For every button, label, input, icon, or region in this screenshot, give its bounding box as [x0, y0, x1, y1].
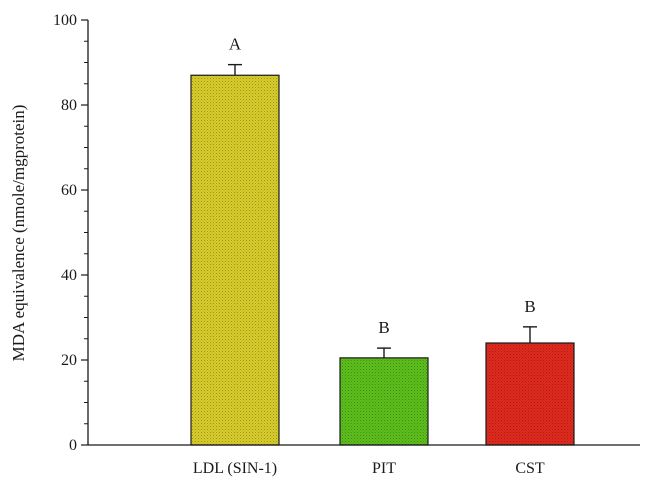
x-tick-label: CST [515, 460, 545, 477]
y-tick-label: 40 [61, 267, 77, 284]
y-tick-label: 60 [61, 182, 77, 199]
bar-texture [340, 357, 428, 445]
significance-label: B [378, 318, 389, 337]
bar-texture [191, 75, 279, 445]
bar-texture [486, 343, 574, 445]
significance-label: B [524, 297, 535, 316]
x-tick-label: PIT [372, 460, 396, 477]
significance-label: A [229, 35, 242, 54]
y-axis-label: MDA equivalence (nmole/mgprotein) [9, 105, 28, 362]
y-tick-label: 80 [61, 97, 77, 114]
x-tick-label: LDL (SIN-1) [193, 460, 277, 477]
plot-area: A B B [190, 35, 575, 446]
y-tick-label: 20 [61, 352, 77, 369]
axes: 0 20 40 60 80 100 LDL (SIN-1) PIT CST [53, 12, 640, 477]
y-tick-label: 100 [53, 12, 77, 29]
y-tick-label: 0 [69, 437, 77, 454]
